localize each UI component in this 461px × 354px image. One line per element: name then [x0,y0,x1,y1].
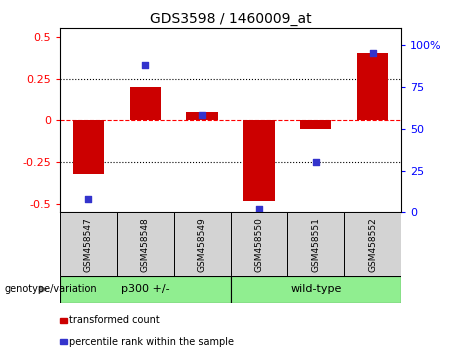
Text: wild-type: wild-type [290,284,342,295]
Bar [174,212,230,276]
Bar [186,112,218,120]
Bar [357,53,388,120]
Point [312,159,319,165]
Bar [344,212,401,276]
Bar [60,212,117,276]
Text: GSM458552: GSM458552 [368,217,377,272]
Point [198,113,206,118]
Point [255,206,263,212]
Point [142,62,149,68]
Bar [117,212,174,276]
Text: GSM458550: GSM458550 [254,217,263,272]
Text: GSM458547: GSM458547 [84,217,93,272]
Bar [230,212,287,276]
Point [369,51,376,56]
Text: percentile rank within the sample: percentile rank within the sample [69,337,234,347]
Text: genotype/variation: genotype/variation [5,284,97,295]
Bar [130,87,161,120]
Bar [60,318,67,323]
Text: p300 +/-: p300 +/- [121,284,170,295]
Text: GSM458548: GSM458548 [141,217,150,272]
Bar [60,339,67,344]
Bar [60,276,230,303]
Bar [287,212,344,276]
Point [85,196,92,202]
Text: GSM458551: GSM458551 [311,217,320,272]
Text: GSM458549: GSM458549 [198,217,207,272]
Bar [300,120,331,129]
Bar [230,276,401,303]
Title: GDS3598 / 1460009_at: GDS3598 / 1460009_at [150,12,311,26]
Bar [243,120,275,201]
Text: transformed count: transformed count [69,315,160,325]
Bar [73,120,104,174]
